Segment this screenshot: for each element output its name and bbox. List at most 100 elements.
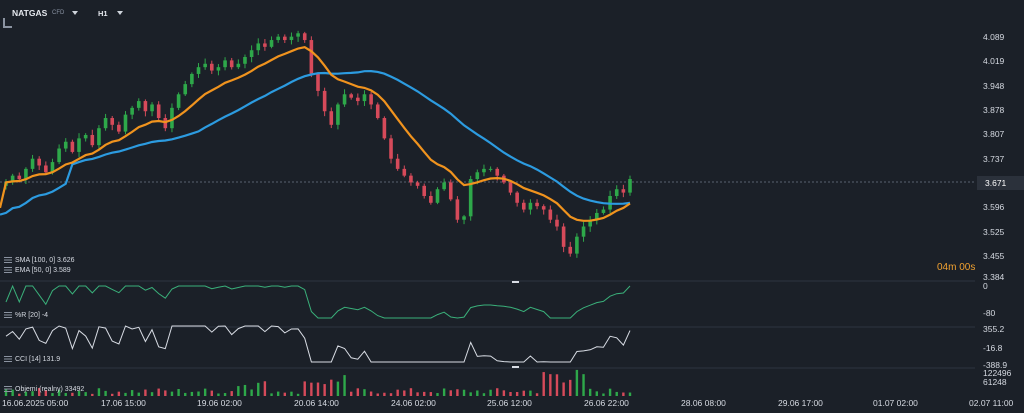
candle-body [369,94,373,105]
candle-body [44,165,48,173]
candle-body [216,67,221,71]
volume-bar [469,392,472,396]
time-axis-label: 24.06 02:00 [391,398,436,408]
volume-bar [217,393,220,396]
candle-body [256,43,261,51]
candle-body [276,36,280,41]
volume-bar [336,381,340,396]
price-axis-label: 3.878 [983,105,1005,115]
volume-bar [84,392,87,396]
volume-bar [423,391,426,396]
volume-bar [356,388,360,396]
candle-body [462,216,466,220]
candle-body [283,36,287,41]
volume-bar [91,393,94,396]
indicator-menu-icon[interactable] [4,312,12,319]
chart-type-icon[interactable] [3,18,12,28]
candle-body [429,195,433,203]
candle-body [475,172,480,180]
sma-line [0,69,631,216]
volume-bar [137,392,140,396]
candle-body [581,226,586,237]
volume-axis-label: 122496 [983,368,1012,378]
volume-bar [396,389,399,396]
candle-body [455,199,460,220]
candle-body [209,63,214,71]
volume-legend[interactable]: Objemi (realny) 33492 [4,386,84,393]
volume-bar [276,391,280,396]
sma-legend[interactable]: SMA [100, 0] 3.626 [4,257,75,264]
candle-countdown: 04m 00s [937,262,976,273]
candle-body [83,134,88,139]
time-axis-label: 01.07 02:00 [873,398,918,408]
pane-separator-handle [512,366,519,368]
cci-legend[interactable]: CCI [14] 131.9 [4,356,60,363]
candle-body [136,101,141,108]
volume-bar [303,381,306,396]
symbol-selector[interactable]: NATGAS [12,8,48,18]
volume-bar [330,379,333,396]
indicator-menu-icon[interactable] [4,356,12,363]
volume-bar [24,391,28,396]
time-axis-label: 29.06 17:00 [778,398,823,408]
candle-body [342,94,347,105]
symbol-dropdown-icon[interactable] [72,11,78,15]
candle-body [535,202,539,207]
volume-bar [111,393,114,396]
candle-body [302,33,307,41]
price-axis-label: 3.384 [983,272,1005,282]
volume-bar [323,384,326,396]
williams-r-line [5,284,631,319]
candle-body [243,57,247,64]
candle-body [435,189,440,203]
timeframe-selector[interactable]: H1 [98,9,108,18]
volume-bar [144,389,147,396]
volume-bar [482,393,486,396]
volume-bar [44,390,48,396]
volume-bar [602,393,605,396]
volume-bar [210,390,213,396]
volume-bar [343,375,346,396]
volume-bar [117,391,121,396]
volume-bar [57,389,61,396]
ema-legend[interactable]: EMA [50, 0] 3.589 [4,267,71,274]
candle-body [349,94,353,98]
volume-bar [250,389,253,396]
volume-bar [230,391,233,396]
volume-bar [18,393,21,396]
candle-body [415,182,420,186]
wr-axis-label: -80 [983,308,996,318]
indicator-menu-icon[interactable] [4,267,12,274]
time-axis-label: 17.06 15:00 [101,398,146,408]
indicator-menu-icon[interactable] [4,257,12,264]
candle-body [402,168,407,176]
volume-bar [383,392,386,396]
candle-body [621,189,626,193]
volume-bar [37,388,41,396]
volume-bar [608,388,612,396]
volume-bar [389,393,393,396]
candle-body [229,60,234,68]
candle-body [468,179,473,217]
candle-body [110,118,115,125]
candle-body [601,209,606,213]
candle-body [356,97,360,102]
volume-bar [489,389,492,396]
cci-axis-label: -388.9 [983,360,1008,370]
candle-body [70,141,75,152]
price-axis-label: 3.525 [983,227,1005,237]
indicator-menu-icon[interactable] [4,386,12,393]
volume-bar [150,392,154,396]
volume-bar [476,390,479,396]
candle-body [269,40,274,47]
timeframe-dropdown-icon[interactable] [117,11,123,15]
candle-body [150,104,154,112]
time-axis-label: 20.06 14:00 [294,398,339,408]
candle-body [97,128,101,146]
wr-legend[interactable]: %R [20] -4 [4,312,48,319]
volume-bar [549,374,552,396]
candle-body [316,73,320,91]
volume-bar [542,372,545,396]
cci-legend-text: CCI [14] 131.9 [15,356,61,363]
